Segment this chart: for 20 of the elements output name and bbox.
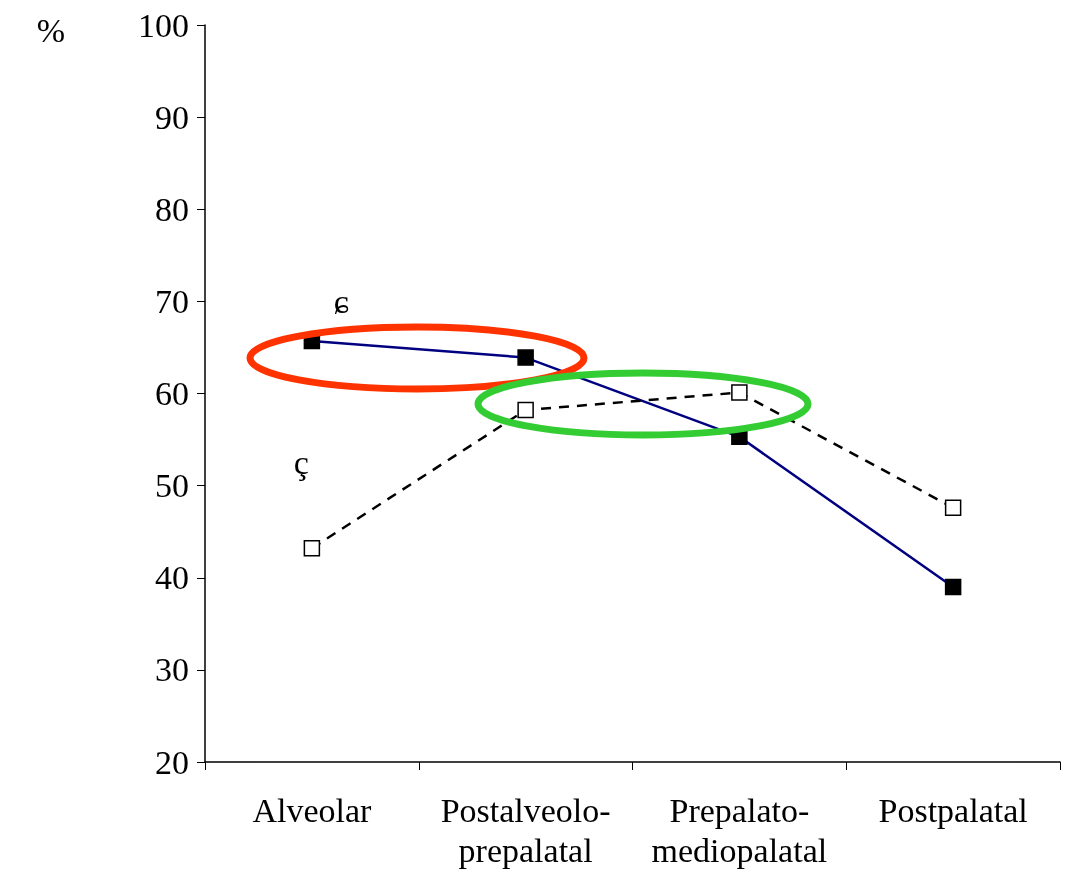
y-tick-label: 20 <box>155 743 189 781</box>
y-tick-label: 50 <box>155 467 189 505</box>
y-tick-label: 40 <box>155 559 189 597</box>
y-tick-label: 70 <box>155 282 189 320</box>
y-tick-label: 90 <box>155 98 189 136</box>
y-tick-label: 80 <box>155 190 189 228</box>
y-tick-label: 60 <box>155 375 189 412</box>
y-tick-label: 30 <box>155 651 189 689</box>
y-axis-title: % <box>36 11 65 49</box>
point <box>731 384 748 401</box>
x-tick-label: Prepalato-mediopalatal <box>651 791 828 869</box>
x-tick-label: Postpalatal <box>878 791 1028 829</box>
point <box>944 499 962 516</box>
point <box>517 401 534 419</box>
series-label: ɕ <box>333 283 349 321</box>
series-label: ç <box>293 443 309 481</box>
x-tick-label: Postalveolo-prepalatal <box>440 791 611 869</box>
x-tick-label: Alveolar <box>252 791 373 829</box>
y-tick-label: 100 <box>138 6 189 44</box>
point <box>303 540 321 557</box>
